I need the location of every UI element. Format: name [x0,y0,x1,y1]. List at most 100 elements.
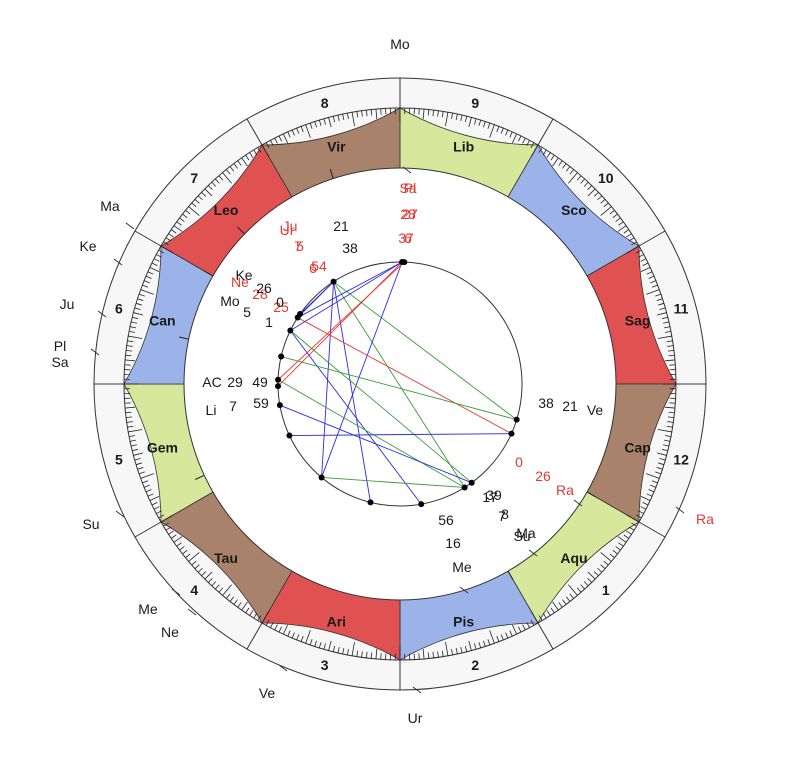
house-number: 7 [190,170,198,186]
degree-tick [129,439,136,442]
degree-tick [617,536,627,543]
inner-annotation: Su [513,528,530,544]
degree-tick [346,112,349,120]
degree-tick [441,111,444,118]
inner-annotation: Mo [220,293,240,309]
planet-point [275,376,282,383]
inner-white-disc [183,167,617,601]
degree-tick [505,632,509,639]
inner-annotation: Me [452,559,472,575]
degree-tick [427,109,430,116]
degree-tick [153,258,160,262]
degree-tick [163,241,169,246]
planet-point [468,479,475,486]
aspect-line [321,477,465,488]
degree-tick [474,118,477,125]
cusp-marker-tick [586,491,596,498]
degree-tick [222,584,232,596]
aspect-line [290,330,472,484]
degree-tick [237,602,242,608]
degree-tick [655,293,662,297]
degree-tick [489,630,495,644]
degree-tick [445,112,449,127]
sign-label-cap: Cap [624,440,650,456]
degree-tick [568,172,578,184]
degree-tick [661,448,668,452]
planet-point [418,501,425,508]
sign-label-sco: Sco [561,202,587,218]
cusp-marker-tick [329,168,334,179]
degree-tick [546,610,551,616]
degree-tick [125,354,132,357]
degree-tick [300,126,304,133]
planet-point [275,383,282,390]
degree-tick [626,530,632,535]
degree-tick [204,571,213,580]
degree-tick [261,144,270,158]
degree-tick [667,345,674,347]
degree-tick [651,284,658,288]
degree-tick [370,652,373,659]
inner-annotation: Ve [587,402,604,418]
degree-tick [648,489,655,493]
inner-annotation: 38 [538,395,554,411]
aspect-line [277,261,405,381]
degree-tick [576,175,582,181]
planet-position-marker [573,499,583,507]
inner-annotation: 1 [265,314,273,330]
house-cusp-line [246,118,263,146]
degree-tick [500,634,504,641]
planet-position-marker [115,510,125,518]
degree-tick [130,321,138,324]
degree-tick [241,157,248,167]
planet-position-marker [113,258,123,266]
degree-tick [265,142,270,149]
degree-tick [165,526,172,531]
planet-point [401,259,408,266]
degree-tick [664,359,675,362]
degree-tick [609,553,615,559]
degree-tick [225,169,231,175]
degree-tick [204,188,213,197]
degree-tick [173,536,183,543]
inner-annotation: 26 [535,468,551,484]
degree-tick [128,435,136,438]
degree-tick [432,110,435,117]
degree-tick [218,175,224,181]
degree-tick [468,117,472,128]
inner-annotation: 6 [309,260,317,276]
degree-tick [351,112,355,127]
degree-tick [464,645,468,652]
house-number: 12 [673,451,689,467]
inner-annotation: 25 [273,299,289,315]
outer-planet-label-sa: Sa [51,354,68,370]
degree-tick [640,496,651,502]
degree-tick [179,546,185,551]
degree-tick [642,262,649,266]
degree-tick [309,122,313,129]
degree-tick [580,178,585,184]
degree-tick [153,506,160,510]
degree-tick [422,648,425,659]
degree-tick [128,330,136,333]
degree-tick [518,135,522,142]
degree-tick [542,149,547,156]
degree-tick [569,169,575,175]
degree-tick [667,349,674,352]
degree-tick [427,652,430,659]
degree-tick [125,406,136,409]
degree-tick [361,651,363,658]
degree-tick [211,581,217,587]
degree-tick [137,467,144,470]
outer-planet-label-ma: Ma [100,198,120,214]
degree-tick [233,163,238,169]
degree-tick [487,639,491,646]
degree-tick [170,534,177,539]
degree-tick [642,502,649,506]
degree-tick [142,284,149,288]
degree-tick [149,266,160,272]
degree-tick [478,642,482,649]
degree-tick [145,489,152,493]
degree-tick [658,302,665,306]
